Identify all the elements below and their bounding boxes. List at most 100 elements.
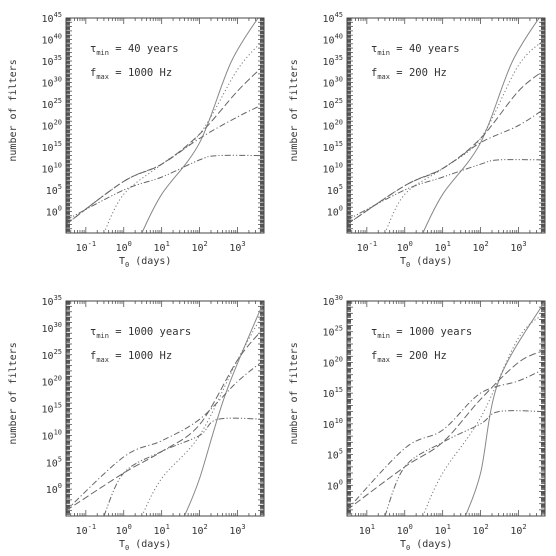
y-tick-label: 1035 (42, 294, 62, 308)
series-line-dotted (103, 39, 264, 233)
y-tick-label: 1020 (323, 119, 343, 133)
y-tick-label: 100 (46, 205, 62, 219)
y-tick-label: 105 (327, 448, 343, 462)
right-tick-band (539, 300, 545, 517)
series-group (347, 18, 545, 233)
series-group (66, 301, 264, 516)
x-tick-label: 101 (435, 240, 451, 254)
y-tick-label: 1035 (323, 54, 343, 68)
x-axis-label: T0 (days) (119, 256, 171, 269)
y-tick-labels: 100 105 1010 1015 1020 1025 1030 1035 (42, 294, 62, 496)
tau-min-annotation: τmin = 40 years (90, 43, 179, 57)
series-line-longdash (347, 349, 545, 511)
y-tick-label: 1030 (323, 76, 343, 90)
x-tick-label: 10-1 (76, 240, 96, 254)
y-tick-label: 1015 (323, 140, 343, 154)
plot-frame (346, 17, 546, 234)
series-line-solid (422, 18, 540, 233)
panel-1: 1001051010101510201025103010351040104510… (8, 11, 265, 269)
series-line-solid (184, 301, 264, 516)
y-tick-label: 1010 (42, 428, 62, 442)
x-tick-label: 10-1 (76, 523, 96, 537)
y-axis-label: number of filters (8, 342, 19, 444)
series-line-longdash (347, 69, 545, 225)
y-tick-label: 1020 (42, 119, 62, 133)
x-axis-label: T0 (days) (119, 539, 171, 552)
series-line-dashdot (347, 107, 545, 225)
y-tick-label: 1020 (42, 375, 62, 389)
y-tick-label: 1030 (42, 76, 62, 90)
series-group (347, 301, 545, 516)
x-tick-label: 100 (116, 240, 132, 254)
plot-frame (346, 300, 546, 517)
x-tick-label: 102 (472, 523, 488, 537)
f-max-annotation: fmax = 1000 Hz (90, 350, 172, 364)
panel-3: 100 105 1010 1015 1020 1025 1030 1035 10-1 100 101… (8, 294, 265, 552)
x-tick-label: 103 (510, 240, 526, 254)
tau-min-annotation: τmin = 1000 years (371, 326, 472, 340)
y-tick-label: 100 (327, 478, 343, 492)
f-max-annotation: fmax = 200 Hz (371, 350, 447, 364)
x-tick-label: 101 (154, 523, 170, 537)
y-tick-label: 1045 (323, 11, 343, 25)
y-tick-label: 105 (46, 183, 62, 197)
series-line-dashdot (347, 368, 545, 511)
y-tick-label: 100 (327, 205, 343, 219)
left-tick-band (66, 300, 72, 517)
x-axis-label: T0 (days) (400, 256, 452, 269)
x-tick-label: 101 (359, 523, 375, 537)
y-tick-label: 1010 (323, 417, 343, 431)
f-max-annotation: fmax = 1000 Hz (90, 67, 172, 81)
x-tick-label: 101 (435, 523, 451, 537)
right-tick-band (258, 300, 264, 517)
series-line-dashdotdot (103, 417, 264, 516)
x-axis-label: T0 (days) (400, 539, 452, 552)
y-tick-label: 1015 (42, 140, 62, 154)
x-tick-label: 101 (154, 240, 170, 254)
x-tick-labels: 10-1 100 101 102 103 (76, 240, 246, 254)
series-line-dashdot (66, 359, 264, 511)
y-tick-label: 1040 (323, 33, 343, 47)
y-tick-label: 1025 (323, 97, 343, 111)
y-tick-label: 1040 (42, 33, 62, 47)
y-axis-label: number of filters (289, 59, 300, 161)
series-group (66, 18, 264, 233)
x-tick-label: 103 (229, 240, 245, 254)
y-tick-label: 1010 (42, 162, 62, 176)
series-line-dotted (422, 312, 545, 516)
tau-min-annotation: τmin = 40 years (371, 43, 460, 57)
x-tick-label: 100 (116, 523, 132, 537)
y-axis-label: number of filters (8, 59, 19, 161)
series-line-dashdotdot (347, 159, 545, 221)
f-max-annotation: fmax = 200 Hz (371, 67, 447, 81)
y-tick-label: 105 (46, 455, 62, 469)
x-tick-label: 102 (191, 240, 207, 254)
y-tick-label: 1045 (42, 11, 62, 25)
left-tick-band (347, 300, 353, 517)
y-tick-label: 1025 (42, 348, 62, 362)
series-line-solid (141, 18, 259, 233)
x-tick-labels: 101 100 101 102 102 (359, 523, 527, 537)
series-line-solid (465, 301, 545, 516)
x-tick-label: 100 (397, 240, 413, 254)
series-line-longdash (66, 327, 264, 512)
plot-frame (65, 300, 265, 517)
x-tick-label: 103 (229, 523, 245, 537)
series-line-longdash (66, 64, 264, 225)
y-axis-label: number of filters (289, 342, 300, 444)
y-tick-label: 1015 (323, 386, 343, 400)
plot-frame (65, 17, 265, 234)
y-tick-labels: 100 105 1010 1015 1020 1025 1030 1035 1040 1045 (323, 11, 343, 219)
x-tick-labels: 10-1 100 101 102 103 (76, 523, 246, 537)
x-tick-label: 102 (510, 523, 526, 537)
x-tick-labels: 10-1 100 101 102 103 (357, 240, 527, 254)
x-tick-label: 100 (397, 523, 413, 537)
y-tick-label: 1025 (323, 325, 343, 339)
y-tick-label: 105 (327, 183, 343, 197)
y-tick-label: 1010 (323, 162, 343, 176)
series-line-dashdotdot (66, 154, 264, 221)
y-tick-labels: 100 105 1010 1015 1020 1025 1030 (323, 294, 343, 492)
y-tick-label: 1035 (42, 54, 62, 68)
